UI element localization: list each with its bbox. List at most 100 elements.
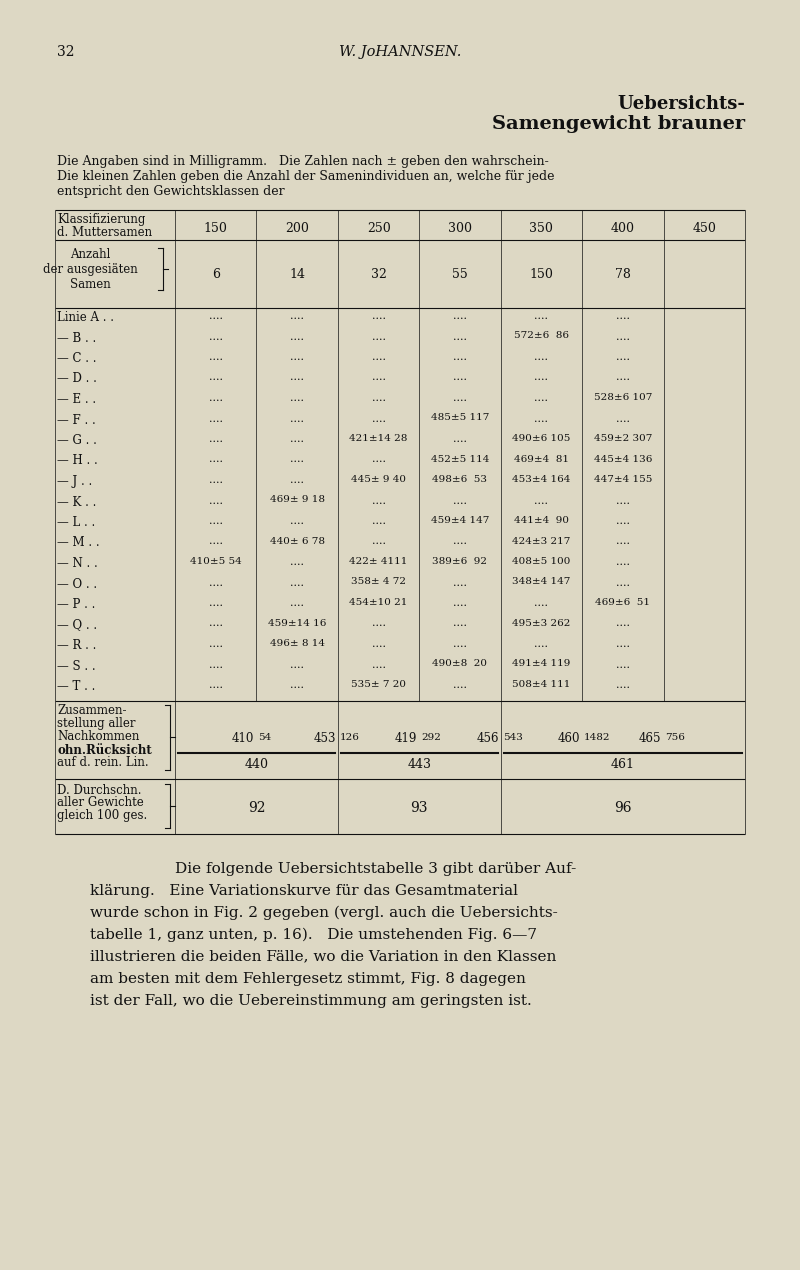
Text: — O . .: — O . .	[57, 578, 97, 591]
Text: 459±4 147: 459±4 147	[431, 516, 489, 525]
Text: 1482: 1482	[584, 733, 610, 742]
Text: 300: 300	[448, 222, 472, 235]
Text: 440± 6 78: 440± 6 78	[270, 536, 325, 546]
Text: ....: ....	[209, 455, 222, 465]
Text: 543: 543	[502, 733, 522, 742]
Text: ....: ....	[453, 372, 467, 382]
Text: auf d. rein. Lin.: auf d. rein. Lin.	[57, 757, 149, 770]
Text: 445± 9 40: 445± 9 40	[351, 475, 406, 484]
Text: illustrieren die beiden Fälle, wo die Variation in den Klassen: illustrieren die beiden Fälle, wo die Va…	[90, 950, 556, 964]
Text: 461: 461	[611, 757, 635, 771]
Text: ....: ....	[453, 639, 467, 649]
Text: 469±4  81: 469±4 81	[514, 455, 569, 464]
Text: 292: 292	[422, 733, 441, 742]
Text: wurde schon in Fig. 2 gegeben (vergl. auch die Uebersichts-: wurde schon in Fig. 2 gegeben (vergl. au…	[90, 906, 558, 919]
Text: 453: 453	[314, 733, 336, 745]
Text: ....: ....	[290, 455, 304, 465]
Text: ....: ....	[371, 639, 386, 649]
Text: ....: ....	[616, 331, 630, 342]
Text: 445±4 136: 445±4 136	[594, 455, 652, 464]
Text: 150: 150	[204, 222, 228, 235]
Text: ....: ....	[290, 392, 304, 403]
Text: ohn.Rücksicht: ohn.Rücksicht	[57, 743, 152, 757]
Text: ....: ....	[453, 536, 467, 546]
Text: 535± 7 20: 535± 7 20	[351, 679, 406, 690]
Text: am besten mit dem Fehlergesetz stimmt, Fig. 8 dagegen: am besten mit dem Fehlergesetz stimmt, F…	[90, 972, 526, 986]
Text: ....: ....	[290, 331, 304, 342]
Text: ....: ....	[453, 495, 467, 505]
Text: ....: ....	[371, 618, 386, 629]
Text: ....: ....	[616, 578, 630, 588]
Text: — F . .: — F . .	[57, 414, 96, 427]
Text: ....: ....	[453, 331, 467, 342]
Text: ....: ....	[616, 679, 630, 690]
Text: 350: 350	[530, 222, 554, 235]
Text: ....: ....	[453, 311, 467, 321]
Text: ....: ....	[371, 414, 386, 423]
Text: ....: ....	[371, 455, 386, 465]
Text: ....: ....	[453, 352, 467, 362]
Text: 460: 460	[558, 733, 580, 745]
Text: ....: ....	[453, 392, 467, 403]
Text: 408±5 100: 408±5 100	[512, 558, 570, 566]
Text: — B . .: — B . .	[57, 331, 96, 344]
Text: 348±4 147: 348±4 147	[512, 578, 570, 587]
Text: 6: 6	[212, 268, 220, 281]
Text: — M . .: — M . .	[57, 536, 100, 550]
Text: ....: ....	[616, 618, 630, 629]
Text: entspricht den Gewichtsklassen der: entspricht den Gewichtsklassen der	[57, 185, 285, 198]
Text: 14: 14	[289, 268, 305, 281]
Text: ....: ....	[616, 558, 630, 566]
Text: ist der Fall, wo die Uebereinstimmung am geringsten ist.: ist der Fall, wo die Uebereinstimmung am…	[90, 993, 532, 1007]
Text: — L . .: — L . .	[57, 516, 95, 530]
Text: — T . .: — T . .	[57, 679, 95, 693]
Text: ....: ....	[616, 639, 630, 649]
Text: 126: 126	[340, 733, 360, 742]
Text: 465: 465	[639, 733, 662, 745]
Text: ....: ....	[371, 331, 386, 342]
Text: 456: 456	[476, 733, 498, 745]
Text: ....: ....	[371, 495, 386, 505]
Text: — K . .: — K . .	[57, 495, 96, 508]
Text: ....: ....	[453, 618, 467, 629]
Text: 92: 92	[248, 800, 265, 814]
Text: ....: ....	[209, 578, 222, 588]
Text: ....: ....	[616, 372, 630, 382]
Text: 443: 443	[407, 757, 431, 771]
Text: 459±2 307: 459±2 307	[594, 434, 652, 443]
Text: — S . .: — S . .	[57, 659, 96, 673]
Text: ....: ....	[290, 558, 304, 566]
Text: 55: 55	[452, 268, 468, 281]
Text: d. Muttersamen: d. Muttersamen	[57, 226, 152, 239]
Text: 32: 32	[57, 44, 74, 58]
Text: 572±6  86: 572±6 86	[514, 331, 569, 340]
Text: ....: ....	[209, 639, 222, 649]
Text: ....: ....	[209, 679, 222, 690]
Text: ....: ....	[534, 392, 549, 403]
Text: ....: ....	[616, 516, 630, 526]
Text: Klassifizierung: Klassifizierung	[57, 213, 146, 226]
Text: 450: 450	[692, 222, 716, 235]
Text: 389±6  92: 389±6 92	[433, 558, 487, 566]
Text: 93: 93	[410, 800, 428, 814]
Text: ....: ....	[616, 414, 630, 423]
Text: Die Angaben sind in Milligramm.   Die Zahlen nach ± geben den wahrschein-: Die Angaben sind in Milligramm. Die Zahl…	[57, 155, 549, 168]
Text: ....: ....	[290, 434, 304, 444]
Text: 490±6 105: 490±6 105	[512, 434, 570, 443]
Text: — H . .: — H . .	[57, 455, 98, 467]
Text: ....: ....	[453, 679, 467, 690]
Text: ....: ....	[616, 536, 630, 546]
Text: 419: 419	[395, 733, 418, 745]
Text: Uebersichts-: Uebersichts-	[617, 95, 745, 113]
Text: Nachkommen: Nachkommen	[57, 730, 139, 743]
Text: ....: ....	[534, 311, 549, 321]
Text: 358± 4 72: 358± 4 72	[351, 578, 406, 587]
Text: ....: ....	[209, 475, 222, 485]
Text: 440: 440	[245, 757, 269, 771]
Text: ....: ....	[290, 352, 304, 362]
Text: aller Gewichte: aller Gewichte	[57, 796, 144, 809]
Text: ....: ....	[453, 598, 467, 608]
Text: 452±5 114: 452±5 114	[431, 455, 489, 464]
Text: ....: ....	[209, 618, 222, 629]
Text: D. Durchschn.: D. Durchschn.	[57, 784, 142, 796]
